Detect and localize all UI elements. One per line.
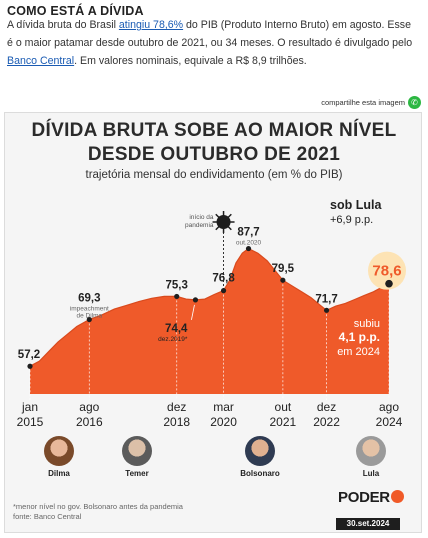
footnote: *menor nível no gov. Bolsonaro antes da … [13, 502, 183, 522]
data-point-marker [192, 297, 199, 303]
pandemic-note: início da pandemia [185, 214, 214, 229]
lula-portrait-icon [356, 436, 386, 466]
bolsonaro-portrait-icon [245, 436, 275, 466]
date-badge: 30.set.2024 [336, 518, 400, 530]
president-name: Dilma [48, 469, 70, 478]
president-dilma: Dilma [36, 436, 82, 478]
virus-icon [212, 211, 235, 233]
logo-text: PODER [338, 489, 390, 506]
whatsapp-icon: ✆ [408, 96, 421, 109]
x-tick-month: dez [167, 400, 186, 414]
president-bolsonaro: Bolsonaro [232, 436, 288, 478]
data-point-marker [220, 288, 227, 294]
x-tick-year: 2020 [210, 415, 237, 429]
x-tick-year: 2018 [163, 415, 190, 429]
value-note: impeachment de Dilma [70, 306, 109, 320]
value-label: 71,7 [315, 293, 337, 305]
value-label: 78,6 [372, 263, 401, 280]
value-label: 75,3 [166, 279, 188, 291]
chart-title-line2: DESDE OUTUBRO DE 2021 [87, 144, 341, 165]
temer-portrait-icon [122, 436, 152, 466]
x-tick-year: 2015 [17, 415, 44, 429]
x-tick-month: ago [379, 400, 399, 414]
data-point-marker [245, 245, 252, 252]
value-label: 76,8 [212, 273, 235, 285]
president-name: Temer [125, 469, 149, 478]
intro-text-3: . Em valores nominais, equivale a R$ 8,9… [74, 55, 307, 67]
value-note: dez.2019* [158, 336, 188, 343]
x-tick-month: jan [21, 400, 38, 414]
section-title: COMO ESTÁ A DÍVIDA [7, 4, 144, 18]
x-tick-month: ago [79, 400, 99, 414]
data-point-marker [385, 279, 393, 288]
debt-area [30, 248, 389, 394]
intro-text-1: A dívida bruta do Brasil [7, 19, 119, 31]
president-name: Bolsonaro [240, 469, 280, 478]
x-tick-month: mar [213, 400, 234, 414]
value-note: out.2020 [236, 240, 262, 247]
x-tick-month: out [275, 400, 292, 414]
share-button[interactable]: compartilhe esta imagem ✆ [321, 96, 421, 109]
poder360-logo: PODER [338, 489, 404, 506]
subiu-annotation: subiu [354, 318, 380, 330]
intro-text-2: do PIB (Produto Interno Bruto) em agosto… [7, 19, 413, 49]
x-tick-year: 2022 [313, 415, 340, 429]
dilma-portrait-icon [44, 436, 74, 466]
value-label: 87,7 [237, 227, 259, 239]
chart-title-line1: DÍVIDA BRUTA SOBE AO MAIOR NÍVEL [31, 120, 397, 141]
highlight-circle [368, 251, 406, 290]
president-lula: Lula [348, 436, 394, 478]
banco-central-link[interactable]: Banco Central [7, 55, 75, 67]
chart-subtitle: trajetória mensal do endividamento (em %… [85, 169, 343, 181]
lula-annotation-delta: +6,9 p.p. [330, 214, 374, 226]
data-point-marker [27, 363, 33, 369]
sun-logo-icon [390, 490, 404, 503]
president-temer: Temer [114, 436, 160, 478]
x-tick-year: 2024 [376, 415, 403, 429]
note-pointer [191, 304, 195, 320]
debt-line [29, 247, 390, 367]
footnote-source: fonte: Banco Central [13, 512, 82, 521]
data-point-marker [174, 293, 180, 300]
x-tick-year: 2016 [76, 415, 103, 429]
subiu-annotation: em 2024 [337, 346, 380, 358]
lula-annotation-title: sob Lula [330, 198, 382, 212]
subiu-annotation: 4,1 p.p. [339, 330, 380, 344]
lula-annotation: sob Lula +6,9 p.p. [330, 198, 381, 228]
data-point-marker [323, 307, 330, 313]
atingiu-link[interactable]: atingiu 78,6% [118, 19, 184, 31]
x-tick-year: 2021 [270, 415, 297, 429]
data-point-marker [86, 316, 92, 323]
value-label: 69,3 [78, 293, 100, 305]
intro-paragraph: A dívida bruta do Brasil atingiu 78,6% d… [7, 16, 419, 70]
value-label: 74,4 [165, 323, 188, 335]
share-label: compartilhe esta imagem [321, 98, 405, 107]
value-label: 57,2 [18, 349, 40, 361]
x-tick-month: dez [317, 400, 336, 414]
data-point-marker [280, 277, 286, 283]
virus-body [216, 215, 231, 229]
value-label: 79,5 [272, 263, 295, 275]
president-name: Lula [362, 469, 380, 478]
footnote-line1: *menor nível no gov. Bolsonaro antes da … [13, 502, 183, 511]
